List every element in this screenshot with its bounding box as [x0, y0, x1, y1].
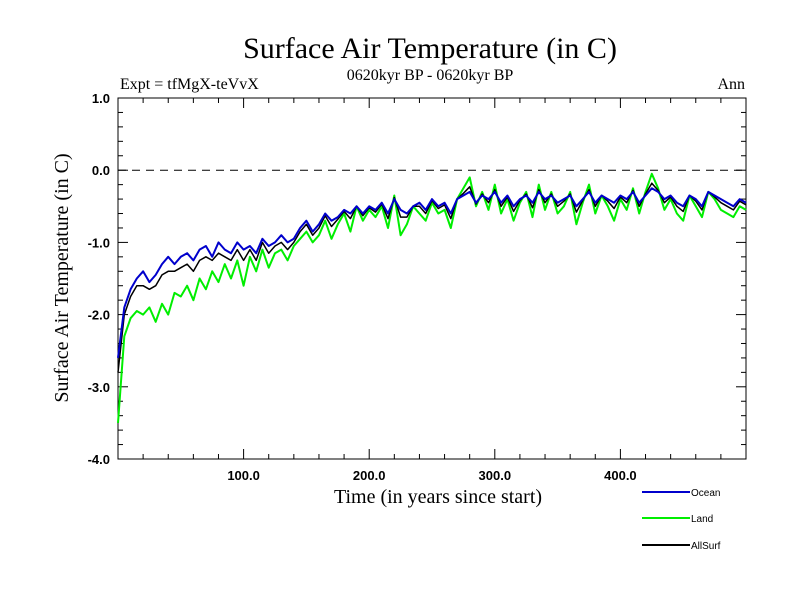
- y-tick-label: -4.0: [88, 452, 110, 467]
- chart-subtitle: 0620kyr BP - 0620kyr BP: [347, 67, 514, 84]
- x-axis-label: Time (in years since start): [334, 486, 542, 508]
- plot-frame: [117, 97, 747, 460]
- season-label: Ann: [717, 76, 745, 93]
- x-tick-label: 200.0: [353, 468, 386, 483]
- experiment-label: Expt = tfMgX-teVvX: [120, 76, 259, 93]
- legend-label-ocean: Ocean: [691, 488, 720, 499]
- y-axis-label: Surface Air Temperature (in C): [51, 153, 73, 402]
- legend: Ocean Land AllSurf: [642, 488, 721, 552]
- y-tick-label: 1.0: [92, 91, 110, 106]
- plot-area: 1.0 0.0 -1.0 -2.0 -3.0 -4.0 100.0 200.0 300.0 40…: [88, 91, 747, 483]
- series-line-ocean: [117, 187, 747, 359]
- legend-label-land: Land: [691, 514, 713, 525]
- x-tick-label: 100.0: [227, 468, 260, 483]
- x-tick-label: 300.0: [479, 468, 512, 483]
- legend-label-allsurf: AllSurf: [691, 541, 721, 552]
- x-axis-ticks: 100.0 200.0 300.0 400.0: [227, 98, 637, 483]
- chart-title: Surface Air Temperature (in C): [243, 32, 617, 65]
- y-tick-label: -1.0: [88, 235, 110, 250]
- series-line-allsurf: [117, 182, 747, 373]
- x-tick-label: 400.0: [604, 468, 637, 483]
- y-tick-label: 0.0: [92, 163, 110, 178]
- series-line-land: [117, 172, 747, 423]
- y-axis-ticks: 1.0 0.0 -1.0 -2.0 -3.0 -4.0: [88, 91, 746, 467]
- series-lines: [117, 172, 747, 423]
- y-tick-label: -3.0: [88, 380, 110, 395]
- y-tick-label: -2.0: [88, 308, 110, 323]
- minor-ticks: [118, 98, 746, 459]
